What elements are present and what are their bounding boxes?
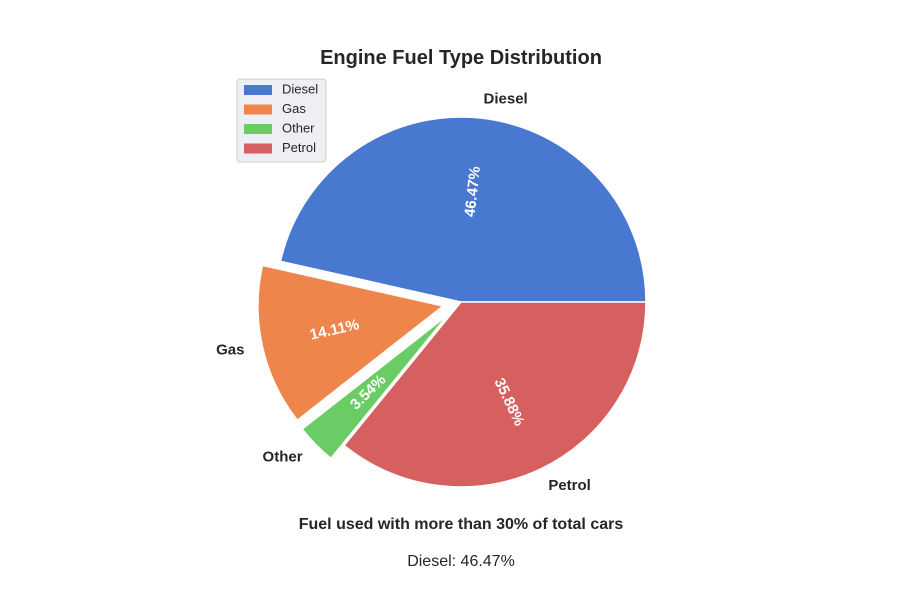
pie-slice-other bbox=[301, 314, 449, 460]
pie-slice-gas bbox=[257, 264, 445, 422]
slice-labels: Diesel Gas Other Petrol bbox=[216, 91, 591, 494]
pie-slice-diesel bbox=[279, 116, 647, 303]
chart-title: Engine Fuel Type Distribution bbox=[320, 47, 602, 69]
legend-swatch-diesel bbox=[244, 85, 272, 95]
legend-swatch-other bbox=[244, 124, 272, 134]
caption-lines: Diesel: 46.47% bbox=[407, 553, 515, 570]
pie-slices bbox=[257, 116, 647, 488]
legend-items: Diesel Gas Other Petrol bbox=[244, 81, 318, 155]
slice-label-gas: Gas bbox=[216, 342, 244, 359]
pie-slice-petrol bbox=[343, 301, 647, 488]
percent-label-diesel: 46.47% bbox=[461, 165, 484, 217]
caption-heading: Fuel used with more than 30% of total ca… bbox=[299, 516, 624, 533]
legend: Diesel Gas Other Petrol bbox=[236, 78, 327, 163]
legend-label-gas: Gas bbox=[282, 101, 306, 116]
legend-box bbox=[236, 78, 327, 163]
legend-label-diesel: Diesel bbox=[282, 81, 318, 96]
slice-label-petrol: Petrol bbox=[548, 477, 591, 494]
legend-label-petrol: Petrol bbox=[282, 140, 316, 155]
slice-label-diesel: Diesel bbox=[484, 91, 528, 108]
legend-swatch-petrol bbox=[244, 143, 272, 154]
legend-label-other: Other bbox=[282, 120, 315, 135]
caption: Fuel used with more than 30% of total ca… bbox=[299, 516, 624, 570]
caption-line: Diesel: 46.47% bbox=[407, 553, 515, 570]
legend-swatch-gas bbox=[244, 104, 272, 115]
slice-label-other: Other bbox=[263, 448, 303, 465]
